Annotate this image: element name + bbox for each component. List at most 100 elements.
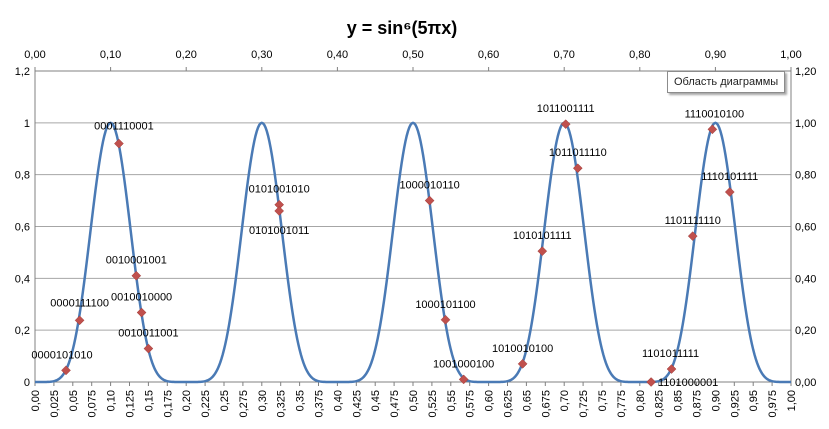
x-top-tick-label: 0,90 — [705, 49, 726, 61]
data-point — [74, 315, 85, 326]
x-bottom-tick-label: 0,95 — [748, 390, 760, 411]
x-bottom-tick-label: 0,725 — [578, 390, 590, 418]
y-right-tick-label: 0,40 — [795, 273, 816, 285]
data-point — [517, 359, 528, 369]
x-bottom-tick-label: 0,625 — [503, 390, 515, 418]
data-point — [131, 270, 142, 281]
x-bottom-tick-label: 0,125 — [125, 390, 137, 418]
data-point — [136, 307, 147, 318]
x-bottom-tick-label: 0,65 — [521, 390, 533, 411]
data-point — [687, 231, 698, 241]
x-bottom-tick-label: 0,80 — [635, 390, 647, 411]
x-top-tick-label: 0,10 — [100, 49, 121, 61]
y-right-axis: 0,00 0,20 0,40 0,60 0,80 1,00 1,20 — [795, 66, 816, 389]
x-bottom-tick-label: 0,475 — [389, 390, 401, 418]
x-bottom-tick-label: 0,775 — [616, 390, 628, 418]
x-bottom-tick-label: 0,275 — [238, 390, 250, 418]
data-label: 1110010100 — [685, 108, 745, 120]
data-label: 1011001111 — [537, 103, 595, 115]
data-label: 0001110001 — [94, 121, 154, 133]
x-bottom-tick-label: 0,15 — [143, 390, 155, 411]
x-bottom-tick-label: 0,45 — [370, 390, 382, 411]
data-label: 0010011001 — [118, 328, 178, 340]
y-left-tick-label: 1 — [24, 118, 30, 130]
data-label: 1000010110 — [399, 180, 459, 192]
x-bottom-tick-label: 0,075 — [87, 390, 99, 418]
data-point — [143, 343, 154, 354]
data-label: 1010010100 — [492, 343, 553, 355]
x-bottom-tick-label: 0,05 — [68, 390, 80, 411]
data-label: 1001000100 — [433, 358, 494, 370]
x-top-tick-label: 0,60 — [478, 49, 499, 61]
y-right-tick-label: 0,60 — [795, 222, 816, 234]
data-label: 0010001001 — [106, 255, 167, 267]
x-bottom-tick-label: 0,425 — [351, 390, 363, 418]
x-bottom-tick-label: 0,175 — [162, 390, 174, 418]
data-point — [646, 377, 656, 387]
x-bottom-tick-label: 0,00 — [30, 390, 42, 411]
x-bottom-tick-label: 0,25 — [219, 390, 231, 411]
data-label: 0101001010 — [249, 184, 310, 196]
x-bottom-tick-label: 0,50 — [408, 390, 420, 411]
x-bottom-tick-label: 0,30 — [257, 390, 269, 411]
x-top-tick-label: 0,40 — [327, 49, 348, 61]
data-label: 1101111110 — [665, 215, 721, 227]
chart-area-tooltip: Область диаграммы — [667, 71, 786, 93]
data-label: 1110101111 — [701, 171, 758, 183]
x-bottom-tick-label: 0,675 — [540, 390, 552, 418]
data-labels: 0000101010 0000111100 0001110001 0010001001… — [31, 103, 758, 389]
x-bottom-tick-label: 0,825 — [654, 390, 666, 418]
data-point — [61, 365, 71, 376]
data-label: 1101000001 — [658, 377, 718, 389]
y-right-tick-label: 0,20 — [795, 325, 816, 337]
data-label: 1000101100 — [415, 299, 475, 311]
x-bottom-tick-label: 0,325 — [276, 390, 288, 418]
data-label: 0010010000 — [111, 292, 172, 304]
x-bottom-tick-label: 0,20 — [181, 390, 193, 411]
data-label: 1101011111 — [642, 348, 699, 360]
x-bottom-tick-label: 0,575 — [465, 390, 477, 418]
y-left-tick-label: 0,8 — [15, 170, 30, 182]
series-curve — [35, 121, 791, 384]
x-bottom-tick-label: 0,975 — [767, 390, 779, 418]
x-bottom-tick-label: 0,70 — [559, 390, 571, 411]
x-bottom-tick-label: 0,55 — [446, 390, 458, 411]
y-left-axis: 0 0,2 0,4 0,6 0,8 1 1,2 — [15, 66, 30, 389]
x-top-tick-label: 0,50 — [402, 49, 423, 61]
data-point — [440, 314, 451, 325]
x-bottom-tick-label: 0,60 — [484, 390, 496, 411]
data-label: 0000111100 — [50, 297, 109, 309]
data-point — [424, 195, 435, 206]
x-bottom-tick-label: 0,35 — [295, 390, 307, 411]
data-point — [458, 374, 469, 385]
y-right-tick-label: 1,00 — [795, 118, 816, 130]
y-right-tick-label: 0,80 — [795, 170, 816, 182]
data-label: 0101001011 — [249, 225, 309, 237]
x-bottom-tick-label: 0,40 — [332, 390, 344, 411]
x-top-tick-label: 1,00 — [780, 49, 801, 61]
y-left-tick-label: 0,2 — [15, 325, 30, 337]
x-bottom-tick-label: 0,85 — [673, 390, 685, 411]
x-top-tick-label: 0,20 — [175, 49, 196, 61]
data-point — [666, 364, 677, 374]
data-point — [114, 138, 124, 149]
data-label: 1010101111 — [513, 230, 572, 242]
data-points — [61, 119, 735, 387]
data-point — [724, 187, 735, 197]
y-left-tick-label: 0 — [24, 377, 30, 389]
x-bottom-axis: 0,00 0,025 0,05 0,075 0,10 0,125 0,15 0,175 0,20… — [30, 382, 798, 418]
x-bottom-tick-label: 0,925 — [729, 390, 741, 418]
data-label: 0000101010 — [31, 349, 92, 361]
data-point — [274, 206, 285, 216]
x-bottom-tick-label: 0,525 — [427, 390, 439, 418]
x-top-tick-label: 0,70 — [553, 49, 574, 61]
chart-title: y = sin⁶(5πx) — [347, 18, 458, 38]
x-bottom-tick-label: 0,375 — [314, 390, 326, 418]
x-top-axis: 0,00 0,10 0,20 0,30 0,40 0,50 0,60 0,70 0,80 0,90… — [24, 49, 802, 71]
x-bottom-tick-label: 0,025 — [49, 390, 61, 418]
y-right-tick-label: 0,00 — [795, 377, 816, 389]
y-left-tick-label: 1,2 — [15, 66, 30, 78]
data-point — [560, 119, 571, 129]
y-left-tick-label: 0,4 — [15, 273, 30, 285]
